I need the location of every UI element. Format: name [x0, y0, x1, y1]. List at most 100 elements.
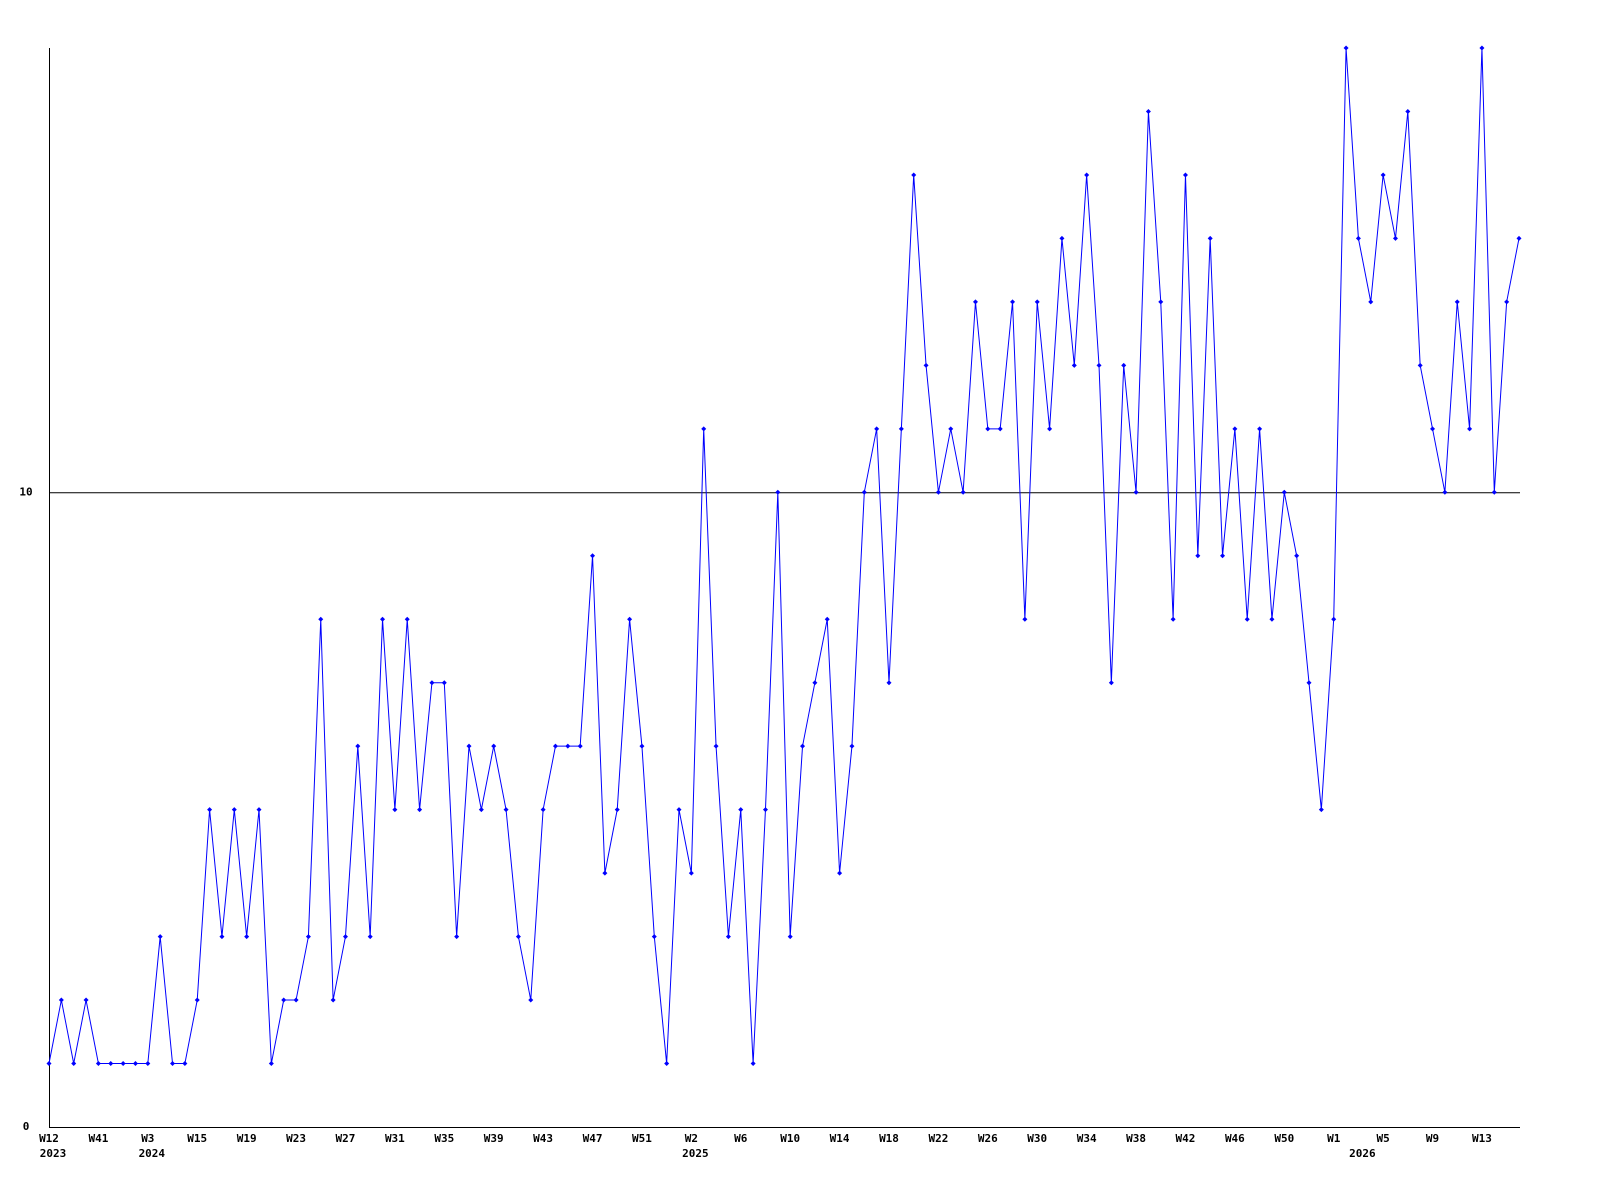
- data-point: [614, 807, 620, 813]
- data-point: [219, 934, 225, 940]
- data-point: [960, 489, 966, 495]
- x-year-label: 2025: [682, 1147, 709, 1160]
- data-point: [528, 997, 534, 1003]
- data-point: [1504, 299, 1510, 305]
- data-point: [639, 743, 645, 749]
- data-point: [1257, 426, 1263, 432]
- data-point: [145, 1061, 151, 1067]
- x-tick-label: W9: [1426, 1132, 1439, 1145]
- x-tick-label: W43: [533, 1132, 553, 1145]
- data-point: [565, 743, 571, 749]
- x-tick-label: W30: [1027, 1132, 1047, 1145]
- data-point: [157, 934, 163, 940]
- data-point: [1306, 680, 1312, 686]
- data-point: [1047, 426, 1053, 432]
- data-point: [1331, 616, 1337, 622]
- data-point: [861, 489, 867, 495]
- data-point: [244, 934, 250, 940]
- x-tick-label: W31: [385, 1132, 405, 1145]
- x-tick-label: W46: [1225, 1132, 1245, 1145]
- data-point: [1133, 489, 1139, 495]
- data-point: [268, 1061, 274, 1067]
- data-point: [923, 362, 929, 368]
- x-tick-label: W18: [879, 1132, 899, 1145]
- data-point: [71, 1061, 77, 1067]
- x-tick-label: W34: [1077, 1132, 1097, 1145]
- data-point: [281, 997, 287, 1003]
- data-point: [837, 870, 843, 876]
- data-point: [293, 997, 299, 1003]
- data-point: [441, 680, 447, 686]
- data-point: [342, 934, 348, 940]
- data-point: [800, 743, 806, 749]
- x-year-label: 2023: [40, 1147, 67, 1160]
- data-point: [194, 997, 200, 1003]
- data-point: [1170, 616, 1176, 622]
- data-point: [1467, 426, 1473, 432]
- data-point: [972, 299, 978, 305]
- data-point: [1516, 235, 1522, 241]
- data-point: [330, 997, 336, 1003]
- data-point: [1318, 807, 1324, 813]
- data-point: [305, 934, 311, 940]
- data-point: [713, 743, 719, 749]
- data-point: [1182, 172, 1188, 178]
- data-point: [1220, 553, 1226, 559]
- x-tick-label: W35: [434, 1132, 454, 1145]
- x-tick-label: W6: [734, 1132, 748, 1145]
- x-tick-label: W14: [830, 1132, 850, 1145]
- data-point: [1108, 680, 1114, 686]
- data-point: [392, 807, 398, 813]
- data-point: [429, 680, 435, 686]
- x-tick-label: W3: [141, 1132, 154, 1145]
- data-point: [1269, 616, 1275, 622]
- data-point: [812, 680, 818, 686]
- data-point: [417, 807, 423, 813]
- data-point: [1158, 299, 1164, 305]
- data-point: [170, 1061, 176, 1067]
- data-point: [466, 743, 472, 749]
- x-tick-label: W41: [88, 1132, 108, 1145]
- x-tick-label: W13: [1472, 1132, 1492, 1145]
- data-point: [552, 743, 558, 749]
- x-tick-label: W51: [632, 1132, 652, 1145]
- data-point: [1022, 616, 1028, 622]
- x-year-label: 2026: [1349, 1147, 1376, 1160]
- data-point: [1392, 235, 1398, 241]
- data-point: [540, 807, 546, 813]
- data-point: [750, 1061, 756, 1067]
- data-point: [256, 807, 262, 813]
- data-point: [491, 743, 497, 749]
- x-tick-label: W15: [187, 1132, 207, 1145]
- x-tick-label: W50: [1274, 1132, 1294, 1145]
- data-point: [738, 807, 744, 813]
- data-point: [651, 934, 657, 940]
- data-point: [664, 1061, 670, 1067]
- data-point: [1084, 172, 1090, 178]
- data-point: [1380, 172, 1386, 178]
- x-tick-label: W1: [1327, 1132, 1341, 1145]
- x-tick-label: W47: [583, 1132, 603, 1145]
- data-point: [1355, 235, 1361, 241]
- data-point: [886, 680, 892, 686]
- data-point: [577, 743, 583, 749]
- data-point: [404, 616, 410, 622]
- data-point: [874, 426, 880, 432]
- data-point: [627, 616, 633, 622]
- data-point: [58, 997, 64, 1003]
- data-point: [1034, 299, 1040, 305]
- data-point: [95, 1061, 101, 1067]
- data-point: [911, 172, 917, 178]
- data-point: [590, 553, 596, 559]
- data-point: [602, 870, 608, 876]
- x-tick-label: W10: [780, 1132, 800, 1145]
- x-tick-label: W38: [1126, 1132, 1146, 1145]
- x-tick-label: W12: [39, 1132, 59, 1145]
- data-point: [132, 1061, 138, 1067]
- data-point: [182, 1061, 188, 1067]
- data-point: [787, 934, 793, 940]
- x-tick-label: W2: [685, 1132, 698, 1145]
- data-point: [775, 489, 781, 495]
